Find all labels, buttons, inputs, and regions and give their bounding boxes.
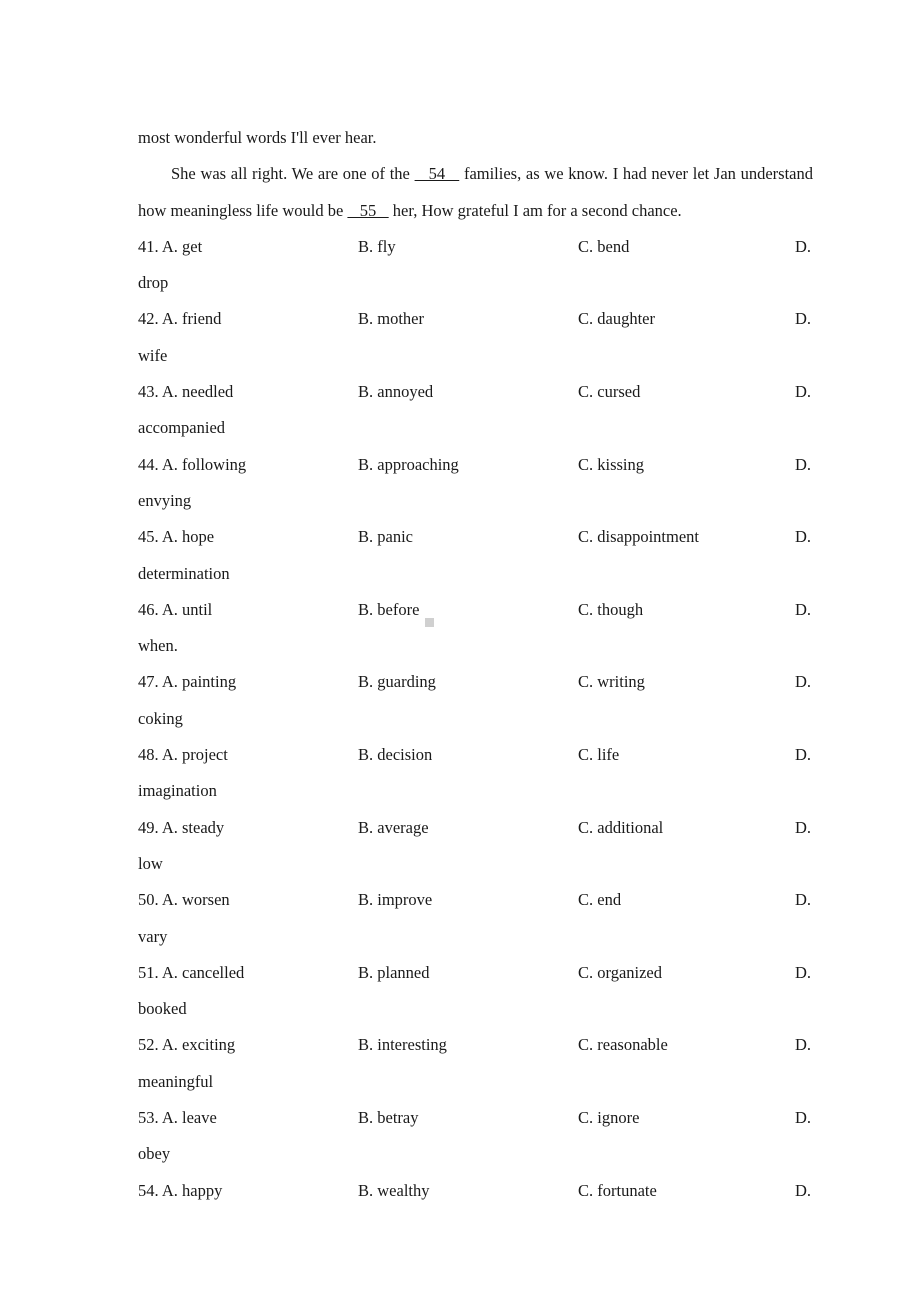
question-row: 42. A. friendB. motherC. daughterD. <box>138 301 813 337</box>
option-c: C. daughter <box>578 301 793 337</box>
option-b: B. average <box>358 810 578 846</box>
option-d: D. <box>793 592 813 628</box>
option-d-wrap: booked <box>138 991 813 1027</box>
option-d-wrap: accompanied <box>138 410 813 446</box>
option-c: C. fortunate <box>578 1173 793 1209</box>
p2-text-3: her, How grateful I am for a second chan… <box>389 201 682 220</box>
option-d-wrap: imagination <box>138 773 813 809</box>
option-c: C. organized <box>578 955 793 991</box>
option-b: B. improve <box>358 882 578 918</box>
option-a: 44. A. following <box>138 447 358 483</box>
p2-text-1: She was all right. We are one of the <box>171 164 415 183</box>
option-b: B. interesting <box>358 1027 578 1063</box>
option-b: B. annoyed <box>358 374 578 410</box>
option-b: B. wealthy <box>358 1173 578 1209</box>
question-row: 50. A. worsenB. improveC. endD. <box>138 882 813 918</box>
option-b: B. approaching <box>358 447 578 483</box>
question-row: 47. A. paintingB. guardingC. writingD. <box>138 664 813 700</box>
option-b: B. fly <box>358 229 578 265</box>
option-b: B. decision <box>358 737 578 773</box>
option-b: B. panic <box>358 519 578 555</box>
option-c: C. end <box>578 882 793 918</box>
question-row: 53. A. leaveB. betrayC. ignoreD. <box>138 1100 813 1136</box>
option-d: D. <box>793 955 813 991</box>
option-b: B. planned <box>358 955 578 991</box>
option-a: 54. A. happy <box>138 1173 358 1209</box>
option-c: C. writing <box>578 664 793 700</box>
option-a: 41. A. get <box>138 229 358 265</box>
option-b: B. betray <box>358 1100 578 1136</box>
option-c: C. additional <box>578 810 793 846</box>
option-b: B. mother <box>358 301 578 337</box>
option-d-wrap: vary <box>138 919 813 955</box>
option-a: 47. A. painting <box>138 664 358 700</box>
option-d: D. <box>793 810 813 846</box>
option-d: D. <box>793 374 813 410</box>
option-a: 49. A. steady <box>138 810 358 846</box>
question-row: 48. A. projectB. decisionC. lifeD. <box>138 737 813 773</box>
question-row: 46. A. untilB. beforeC. thoughD. <box>138 592 813 628</box>
option-d-wrap: meaningful <box>138 1064 813 1100</box>
option-c: C. life <box>578 737 793 773</box>
option-d-wrap: low <box>138 846 813 882</box>
option-d: D. <box>793 664 813 700</box>
option-a: 51. A. cancelled <box>138 955 358 991</box>
option-d-wrap: obey <box>138 1136 813 1172</box>
option-b: B. before <box>358 592 578 628</box>
passage-line-1: most wonderful words I'll ever hear. <box>138 120 813 156</box>
blank-54: 54 <box>415 164 460 183</box>
option-d: D. <box>793 229 813 265</box>
option-d: D. <box>793 737 813 773</box>
option-d: D. <box>793 1027 813 1063</box>
option-a: 52. A. exciting <box>138 1027 358 1063</box>
option-d: D. <box>793 1173 813 1209</box>
option-d: D. <box>793 301 813 337</box>
option-d: D. <box>793 1100 813 1136</box>
question-row: 51. A. cancelledB. plannedC. organizedD. <box>138 955 813 991</box>
option-d: D. <box>793 519 813 555</box>
option-b: B. guarding <box>358 664 578 700</box>
option-d-wrap: when. <box>138 628 813 664</box>
option-d-wrap: drop <box>138 265 813 301</box>
passage-line-2: She was all right. We are one of the 54 … <box>138 156 813 229</box>
option-c: C. reasonable <box>578 1027 793 1063</box>
question-row: 49. A. steadyB. averageC. additionalD. <box>138 810 813 846</box>
page-marker <box>425 618 434 627</box>
option-d: D. <box>793 447 813 483</box>
option-d: D. <box>793 882 813 918</box>
blank-55: 55 <box>347 201 388 220</box>
option-d-wrap: determination <box>138 556 813 592</box>
option-a: 43. A. needled <box>138 374 358 410</box>
option-c: C. bend <box>578 229 793 265</box>
question-row: 52. A. excitingB. interestingC. reasonab… <box>138 1027 813 1063</box>
option-a: 45. A. hope <box>138 519 358 555</box>
option-c: C. cursed <box>578 374 793 410</box>
questions-block: 41. A. getB. flyC. bendD.drop42. A. frie… <box>138 229 813 1209</box>
option-c: C. kissing <box>578 447 793 483</box>
option-c: C. though <box>578 592 793 628</box>
question-row: 44. A. followingB. approachingC. kissing… <box>138 447 813 483</box>
option-a: 50. A. worsen <box>138 882 358 918</box>
question-row: 54. A. happyB. wealthyC. fortunateD. <box>138 1173 813 1209</box>
option-c: C. ignore <box>578 1100 793 1136</box>
option-d-wrap: wife <box>138 338 813 374</box>
question-row: 43. A. needledB. annoyedC. cursedD. <box>138 374 813 410</box>
option-a: 53. A. leave <box>138 1100 358 1136</box>
question-row: 41. A. getB. flyC. bendD. <box>138 229 813 265</box>
option-a: 46. A. until <box>138 592 358 628</box>
option-d-wrap: envying <box>138 483 813 519</box>
question-row: 45. A. hopeB. panicC. disappointmentD. <box>138 519 813 555</box>
option-a: 48. A. project <box>138 737 358 773</box>
option-c: C. disappointment <box>578 519 793 555</box>
option-d-wrap: coking <box>138 701 813 737</box>
option-a: 42. A. friend <box>138 301 358 337</box>
